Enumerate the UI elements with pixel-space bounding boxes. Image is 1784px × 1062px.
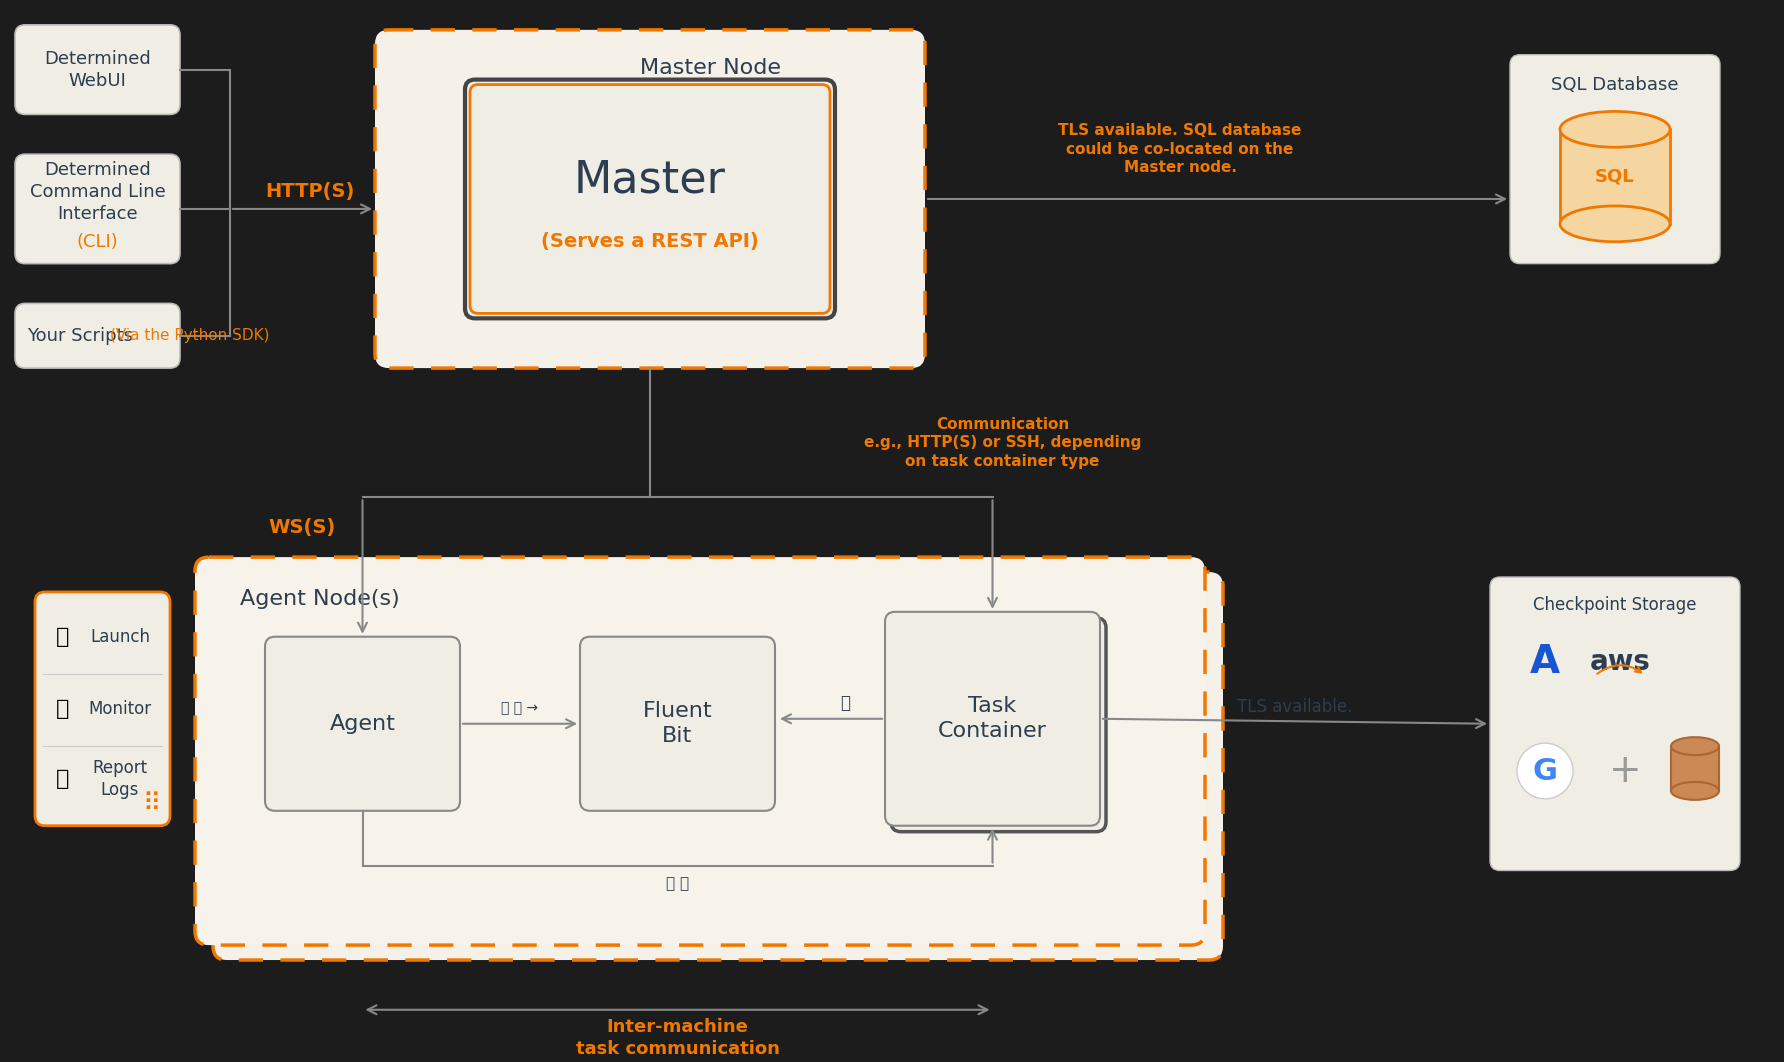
FancyBboxPatch shape: [375, 30, 924, 369]
Text: 🚀: 🚀: [57, 627, 70, 647]
FancyBboxPatch shape: [885, 612, 1101, 826]
Text: Task
Container: Task Container: [938, 697, 1047, 741]
Text: Your Scripts: Your Scripts: [27, 327, 139, 345]
Text: A: A: [1531, 643, 1559, 681]
Circle shape: [1516, 743, 1573, 799]
Text: WS(S): WS(S): [269, 518, 335, 536]
Text: Communication
e.g., HTTP(S) or SSH, depending
on task container type: Communication e.g., HTTP(S) or SSH, depe…: [863, 416, 1142, 468]
FancyBboxPatch shape: [466, 80, 835, 319]
Text: Agent: Agent: [330, 714, 396, 734]
Text: Determined
Command Line
Interface: Determined Command Line Interface: [30, 160, 166, 223]
Polygon shape: [1672, 747, 1720, 791]
Text: Master Node: Master Node: [639, 57, 781, 78]
Text: Inter-machine
task communication: Inter-machine task communication: [576, 1017, 780, 1058]
Text: aws: aws: [1590, 648, 1650, 675]
Polygon shape: [1559, 130, 1670, 224]
Text: Determined
WebUI: Determined WebUI: [45, 50, 152, 90]
FancyBboxPatch shape: [1509, 55, 1720, 263]
FancyBboxPatch shape: [194, 558, 1204, 945]
Text: 📋: 📋: [840, 693, 849, 712]
Text: 🚀 🔍: 🚀 🔍: [665, 876, 689, 891]
FancyBboxPatch shape: [580, 637, 774, 810]
Text: TLS available. SQL database
could be co-located on the
Master node.: TLS available. SQL database could be co-…: [1058, 123, 1302, 175]
FancyBboxPatch shape: [212, 572, 1224, 960]
Text: 📋: 📋: [57, 769, 70, 789]
FancyBboxPatch shape: [14, 304, 180, 369]
Text: G: G: [1532, 756, 1557, 786]
Ellipse shape: [1559, 112, 1670, 148]
Text: HTTP(S): HTTP(S): [266, 182, 355, 201]
Text: 🔍: 🔍: [57, 700, 70, 719]
FancyBboxPatch shape: [469, 85, 830, 313]
Text: Report
Logs: Report Logs: [93, 759, 148, 799]
FancyBboxPatch shape: [36, 592, 169, 826]
FancyBboxPatch shape: [14, 24, 180, 115]
Text: (Serves a REST API): (Serves a REST API): [541, 233, 758, 252]
Text: Master: Master: [574, 158, 726, 202]
FancyBboxPatch shape: [14, 154, 180, 263]
Text: Checkpoint Storage: Checkpoint Storage: [1532, 596, 1697, 614]
Text: (CLI): (CLI): [77, 233, 118, 251]
Text: +: +: [1609, 752, 1641, 790]
Text: Launch: Launch: [89, 628, 150, 646]
Ellipse shape: [1559, 206, 1670, 242]
Ellipse shape: [1672, 782, 1720, 800]
Text: SQL: SQL: [1595, 168, 1634, 186]
FancyBboxPatch shape: [1490, 577, 1739, 871]
Text: (Via the Python SDK): (Via the Python SDK): [111, 328, 269, 343]
Text: TLS available.: TLS available.: [1238, 698, 1352, 716]
Text: Agent Node(s): Agent Node(s): [241, 589, 400, 609]
FancyBboxPatch shape: [266, 637, 460, 810]
Text: 🚀 🔍 →: 🚀 🔍 →: [501, 701, 539, 715]
Text: Fluent
Bit: Fluent Bit: [642, 701, 712, 747]
Text: SQL Database: SQL Database: [1552, 75, 1679, 93]
Ellipse shape: [1672, 737, 1720, 755]
Text: Monitor: Monitor: [89, 700, 152, 718]
Text: ⠿: ⠿: [143, 792, 161, 816]
FancyBboxPatch shape: [890, 618, 1106, 832]
